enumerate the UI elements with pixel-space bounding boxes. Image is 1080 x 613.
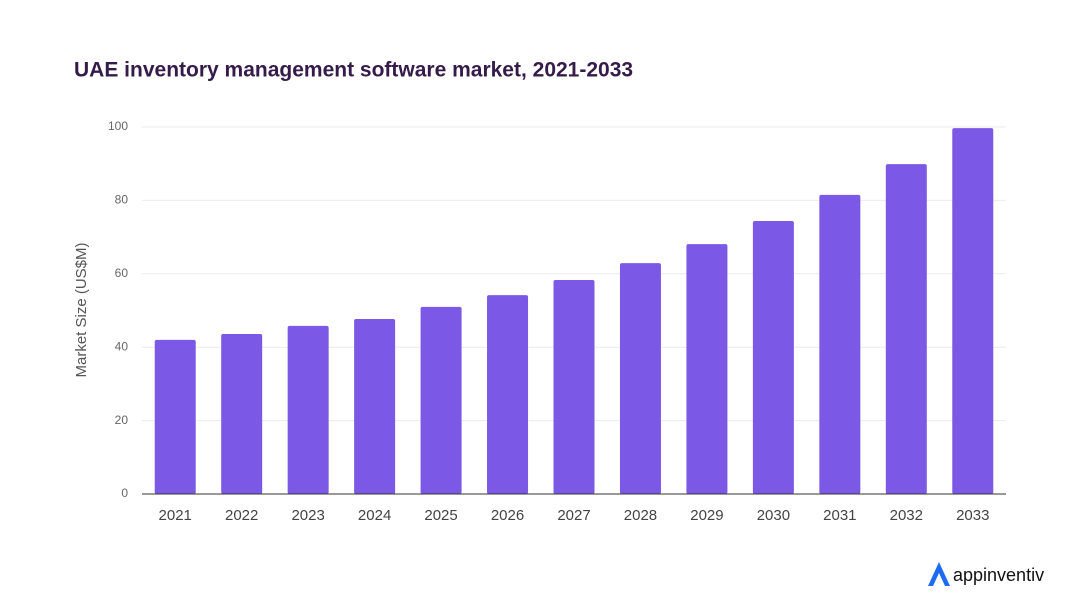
chart-title: UAE inventory management software market… xyxy=(74,59,633,82)
y-tick-label: 0 xyxy=(121,486,128,500)
y-axis-label: Market Size (US$M) xyxy=(73,242,90,377)
y-tick-label: 60 xyxy=(115,266,129,280)
bar xyxy=(221,333,263,494)
brand-name: appinventiv xyxy=(953,565,1044,585)
bar xyxy=(487,295,529,494)
y-tick-label: 100 xyxy=(108,119,128,133)
x-tick-label: 2026 xyxy=(491,507,524,524)
y-tick-label: 20 xyxy=(115,413,129,427)
x-tick-label: 2033 xyxy=(956,507,989,524)
x-tick-label: 2021 xyxy=(159,507,192,524)
x-tick-label: 2031 xyxy=(823,507,856,524)
bar xyxy=(819,194,861,494)
bar xyxy=(553,280,595,494)
x-tick-label: 2025 xyxy=(424,507,457,524)
y-tick-label: 80 xyxy=(115,193,129,207)
y-tick-label: 40 xyxy=(115,339,129,353)
bar xyxy=(619,263,661,494)
bar xyxy=(420,306,462,494)
x-tick-label: 2029 xyxy=(690,507,723,524)
bar xyxy=(752,220,794,494)
logo-icon xyxy=(928,562,950,586)
bar xyxy=(287,325,329,494)
x-tick-label: 2027 xyxy=(557,507,590,524)
x-tick-label: 2032 xyxy=(890,507,923,524)
bar xyxy=(885,164,927,494)
bar xyxy=(154,339,196,494)
bar xyxy=(952,128,994,494)
x-tick-label: 2023 xyxy=(291,507,324,524)
bar xyxy=(354,318,396,494)
bar xyxy=(686,244,728,494)
x-tick-label: 2022 xyxy=(225,507,258,524)
x-tick-label: 2024 xyxy=(358,507,391,524)
x-tick-label: 2030 xyxy=(757,507,790,524)
x-tick-label: 2028 xyxy=(624,507,657,524)
